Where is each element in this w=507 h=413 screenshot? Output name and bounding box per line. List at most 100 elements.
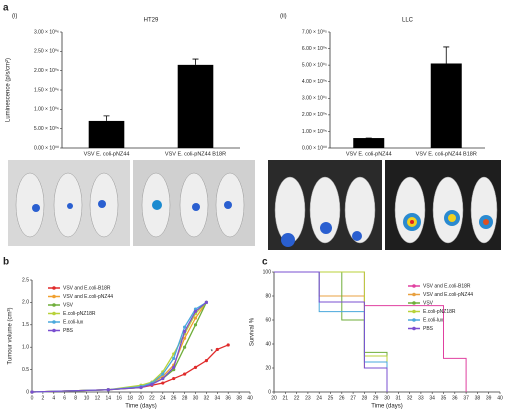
y-tick-label: 2.5 (22, 277, 29, 283)
x-tick-label: VSV E. coli-pNZ44 (84, 151, 130, 157)
y-tick-label: 1.00 × 10⁰⁵ (302, 129, 327, 135)
x-tick-label: 24 (160, 395, 166, 401)
x-axis-label: Time (days) (125, 404, 156, 410)
x-tick-label: 20 (271, 395, 277, 401)
point (161, 381, 165, 385)
legend-label: VSV (63, 302, 74, 308)
y-tick-label: 0.00 × 10⁰⁰ (34, 145, 59, 151)
x-tick-label: 31 (396, 395, 402, 401)
legend-swatch (52, 328, 56, 333)
y-tick-label: 80 (265, 293, 271, 299)
legend-swatch (412, 284, 416, 288)
y-axis-label: Tumour volume (cm³) (8, 307, 14, 364)
legend-swatch (412, 301, 416, 305)
x-tick-label: 10 (84, 395, 90, 401)
legend-swatch (52, 311, 56, 316)
bar (88, 120, 125, 148)
series-line (31, 344, 229, 393)
x-tick-label: 36 (452, 395, 458, 401)
y-tick-label: 6.00 × 10⁰⁵ (302, 46, 327, 52)
legend-label: PBS (423, 326, 434, 332)
x-tick-label: 37 (463, 395, 469, 401)
error-bar (103, 115, 110, 121)
subpanel-label: (ii) (280, 14, 287, 20)
y-tick-label: 3.00 × 10⁰⁵ (302, 96, 327, 102)
y-tick-label: 1.00 × 10⁰⁶ (34, 107, 59, 113)
y-tick-label: 20 (265, 365, 271, 371)
error-bar (192, 58, 199, 65)
point (193, 309, 198, 313)
point (193, 316, 198, 320)
x-tick-label: 38 (475, 395, 481, 401)
x-tick-label: 38 (236, 395, 242, 401)
y-axis-label: Luminescence (p/s/cm²) (6, 58, 12, 122)
legend-label: E.coli-lux (63, 319, 84, 325)
x-tick-label: 29 (373, 395, 379, 401)
mouse-images (8, 160, 501, 250)
x-tick-label: 26 (171, 395, 177, 401)
survival-line (274, 271, 388, 392)
x-tick-label: 30 (193, 395, 199, 401)
y-tick-label: 7.00 × 10⁰⁵ (302, 29, 327, 35)
y-tick-label: 1.0 (22, 345, 29, 351)
x-tick-label: 34 (429, 395, 435, 401)
point (183, 345, 187, 349)
x-tick-label: 27 (350, 395, 356, 401)
x-tick-label: 22 (294, 395, 300, 401)
legend-swatch (412, 292, 416, 297)
panel-label: c (262, 257, 268, 268)
point (215, 347, 219, 352)
x-tick-label: 40 (497, 395, 503, 401)
y-tick-label: 1.50 × 10⁰⁶ (34, 87, 59, 93)
x-tick-label: 32 (204, 395, 210, 401)
y-tick-label: 5.00 × 10⁰⁵ (34, 126, 59, 132)
legend-label: E.coli-pNZ18R (423, 309, 456, 315)
y-tick-label: 2.0 (22, 300, 29, 306)
legend-label: VSV and E.coli-pNZ44 (423, 292, 473, 298)
x-tick-label: 22 (149, 395, 155, 401)
point (150, 382, 154, 386)
y-axis-label: Survival % (250, 317, 256, 346)
point (172, 356, 176, 360)
x-tick-label: 35 (441, 395, 447, 401)
point (139, 385, 143, 390)
x-tick-label: 28 (362, 395, 368, 401)
point (193, 365, 198, 369)
bar (177, 64, 214, 148)
point (204, 300, 208, 304)
y-tick-label: 100 (263, 269, 272, 275)
survival-line (274, 271, 388, 392)
legend-swatch (52, 303, 56, 307)
x-tick-label: 12 (95, 395, 101, 401)
y-tick-label: 1.5 (22, 322, 29, 328)
x-tick-label: 4 (52, 395, 55, 401)
y-tick-label: 2.50 × 10⁰⁶ (34, 49, 59, 55)
legend-label: E.coli-pNZ18R (63, 311, 96, 317)
point (183, 336, 187, 340)
annotation: * (211, 349, 214, 355)
point (161, 372, 165, 376)
bar (430, 63, 462, 148)
legend-label: VSV (423, 300, 434, 306)
point (161, 376, 165, 381)
x-tick-label: VSV E. coli-pNZ44 B18R (165, 151, 226, 157)
x-tick-label: 30 (384, 395, 390, 401)
point (183, 329, 187, 334)
x-tick-label: 34 (215, 395, 221, 401)
panel-label: b (3, 257, 9, 268)
y-tick-label: 40 (265, 341, 271, 347)
y-tick-label: 0 (268, 389, 271, 395)
legend-swatch (52, 286, 56, 290)
x-tick-label: 6 (63, 395, 66, 401)
x-tick-label: 8 (74, 395, 77, 401)
survival-line (274, 271, 388, 392)
x-tick-label: 40 (247, 395, 253, 401)
x-tick-label: 26 (339, 395, 345, 401)
x-tick-label: VSV E. coli-pNZ44 B18R (416, 151, 477, 157)
x-tick-label: 16 (116, 395, 122, 401)
panel-label: a (3, 3, 9, 14)
x-tick-label: 25 (328, 395, 334, 401)
bar (353, 138, 385, 148)
survival-line (274, 271, 388, 392)
